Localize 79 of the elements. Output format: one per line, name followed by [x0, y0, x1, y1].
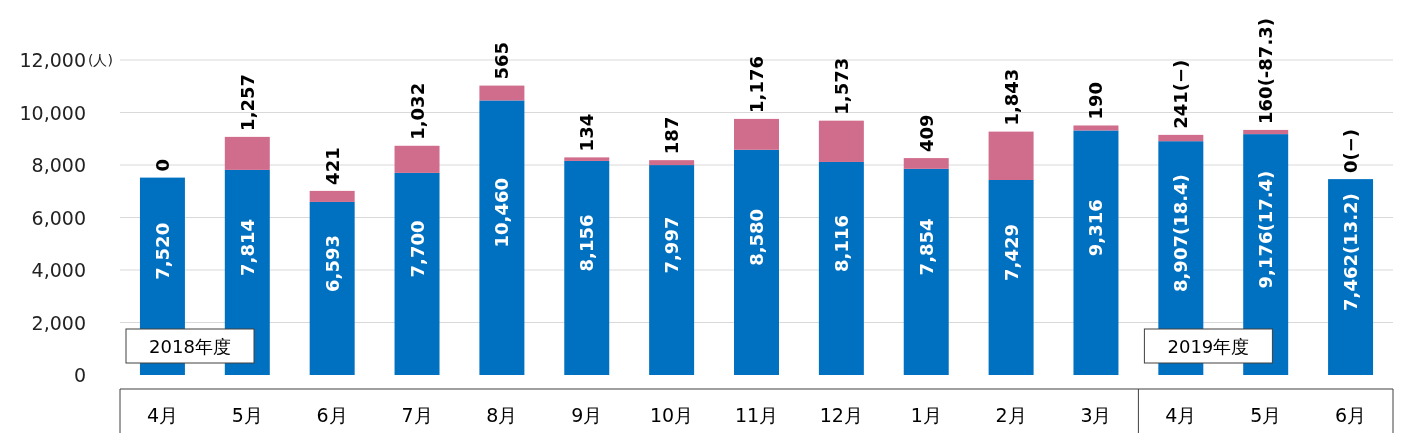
x-tick-label: 12月 [819, 404, 863, 426]
x-tick-label: 4月 [146, 404, 178, 426]
bar [903, 158, 949, 169]
data-label: 7,429 [1000, 224, 1022, 281]
data-label: 0 [151, 159, 173, 172]
x-tick-label: 5月 [1250, 404, 1282, 426]
data-label: 160(-87.3) [1255, 18, 1277, 124]
x-tick-label: 11月 [734, 404, 779, 426]
annotation: 2019年度 [1167, 335, 1250, 357]
bar [649, 160, 695, 166]
data-label: 7,520 [151, 222, 173, 280]
data-label: 7,700 [406, 220, 428, 278]
bar [1158, 134, 1204, 142]
data-label: 421 [321, 147, 343, 185]
y-tick-label: 0 [73, 364, 86, 386]
data-label: 187 [661, 116, 683, 155]
data-label: 8,580 [746, 208, 767, 266]
bar [479, 85, 525, 101]
bar [479, 100, 525, 375]
x-tick-label: 8月 [486, 404, 518, 426]
x-tick-label: 6月 [1335, 404, 1367, 426]
data-label: 8,116 [830, 215, 852, 272]
bar [903, 168, 949, 375]
data-label: 0(−) [1340, 129, 1362, 174]
bar [309, 201, 355, 375]
data-label: 565 [491, 42, 513, 80]
bar [818, 120, 864, 162]
y-tick-label: 4,000 [31, 259, 86, 281]
bar [309, 190, 355, 202]
bar [734, 149, 779, 375]
x-tick-label: 1月 [910, 404, 942, 426]
x-tick-label: 5月 [231, 404, 263, 426]
data-label: 9,176(17.4) [1255, 170, 1277, 289]
y-tick-label: 10,000 [19, 101, 86, 124]
y-axis-title: (人) [88, 52, 113, 68]
bar [734, 118, 779, 150]
data-label: 134 [576, 113, 598, 152]
data-label: 8,907(18.4) [1170, 174, 1192, 292]
bar [1073, 130, 1119, 375]
bar [649, 165, 695, 375]
bar [1243, 129, 1289, 135]
data-label: 7,997 [661, 216, 683, 274]
x-tick-label: 10月 [650, 404, 694, 426]
y-tick-label: 8,000 [31, 154, 86, 176]
data-label: 7,462(13.2) [1340, 193, 1362, 311]
data-label: 7,814 [236, 218, 258, 276]
y-tick-label: 2,000 [31, 311, 86, 334]
x-tick-label: 4月 [1165, 404, 1197, 426]
data-label: 1,573 [830, 57, 852, 115]
data-label: 7,854 [915, 218, 937, 276]
bar [394, 172, 440, 375]
bar [1328, 179, 1374, 375]
bar [818, 161, 864, 375]
bar [224, 136, 270, 170]
bar [1073, 125, 1119, 131]
x-tick-label: 2月 [995, 404, 1027, 426]
data-label: 1,032 [406, 82, 428, 140]
bar [564, 157, 610, 161]
data-label: 8,156 [576, 214, 598, 272]
data-label: 1,843 [1000, 68, 1022, 126]
x-tick-label: 7月 [401, 404, 433, 426]
data-label: 10,460 [491, 177, 513, 248]
bar [988, 179, 1034, 375]
data-label: 1,257 [236, 73, 258, 131]
bar [564, 160, 610, 375]
data-label: 409 [915, 114, 937, 153]
x-tick-label: 6月 [316, 404, 348, 426]
annotation: 2018年度 [149, 335, 231, 357]
y-tick-label: 12,000 [19, 49, 86, 71]
y-tick-label: 6,000 [31, 206, 86, 229]
x-tick-label: 3月 [1080, 404, 1112, 426]
data-label: 1,176 [746, 55, 767, 113]
bar [394, 145, 440, 173]
data-label: 6,593 [321, 235, 343, 292]
data-label: 190 [1085, 81, 1107, 120]
data-label: 241(−) [1170, 59, 1192, 129]
x-tick-label: 9月 [571, 404, 603, 426]
data-label: 9,316 [1085, 199, 1107, 257]
bar [988, 131, 1034, 180]
